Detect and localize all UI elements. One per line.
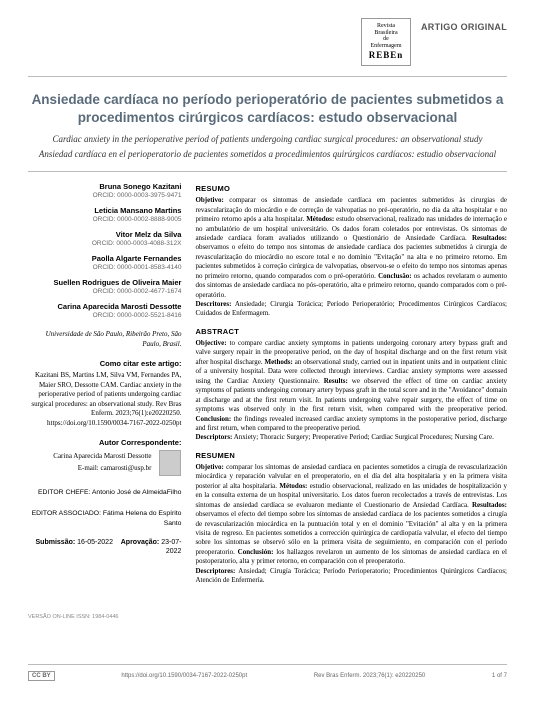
article-type: ARTIGO ORIGINAL xyxy=(421,22,507,32)
desc: Ansiedade; Cirurgia Torácica; Período Pe… xyxy=(195,300,507,317)
dates: Submissão: 16-05-2022 Aprovação: 23-07-2… xyxy=(28,538,181,557)
label: Conclusion: xyxy=(195,415,231,423)
abstract-head-es: RESUMEN xyxy=(195,451,507,461)
journal-line: Revista xyxy=(368,23,404,30)
label: Resultados: xyxy=(472,234,507,242)
columns: Bruna Sonego Kazitani ORCID: 0000-0003-3… xyxy=(28,182,507,594)
label: Objetivo: xyxy=(195,196,223,204)
footer-doi: https://doi.org/10.1590/0034-7167-2022-0… xyxy=(121,673,247,679)
author-orcid: ORCID: 0000-0003-3975-9471 xyxy=(28,192,181,201)
corresp-label: Autor Correspondente: xyxy=(28,438,181,448)
label: Results: xyxy=(324,377,348,385)
corresp-text: Carina Aparecida Marosti Dessotte E-mail… xyxy=(53,450,151,473)
cc-badge: CC BY xyxy=(28,671,55,681)
editor-chief-label: EDITOR CHEFE: xyxy=(38,489,90,496)
label: Métodos: xyxy=(279,482,307,490)
journal-line: de Enfermagem xyxy=(368,36,404,49)
journal-badge: Revista Brasileira de Enfermagem REBEn xyxy=(361,18,411,66)
author-name: Carina Aparecida Marosti Dessotte xyxy=(28,302,181,312)
title-en: Cardiac anxiety in the perioperative per… xyxy=(28,134,507,146)
label: Objetivo: xyxy=(195,463,223,471)
label: Conclusão: xyxy=(378,272,411,280)
author-name: Paolla Algarte Fernandes xyxy=(28,254,181,264)
author-name: Leticia Mansano Martins xyxy=(28,206,181,216)
journal-line: Brasileira xyxy=(368,30,404,37)
editor-chief: Antonio José de AlmeidaFilho xyxy=(92,489,182,496)
editor-assoc-line: EDITOR ASSOCIADO: Fátima Helena do Espír… xyxy=(28,509,181,527)
label: Objective: xyxy=(195,339,226,347)
affiliation: Universidade de São Paulo, Ribeirão Pret… xyxy=(28,330,181,349)
abstract-head-en: ABSTRACT xyxy=(195,327,507,337)
desc-label: Descritores: xyxy=(195,300,231,308)
label: Methods: xyxy=(264,358,292,366)
divider xyxy=(28,171,507,172)
abstract-body-es: Objetivo: comparar los síntomas de ansie… xyxy=(195,463,507,586)
header: Revista Brasileira de Enfermagem REBEn A… xyxy=(28,18,507,66)
submission-date: 16-05-2022 xyxy=(77,539,113,546)
abstract-body-pt: Objetivo: comparar os sintomas de ansied… xyxy=(195,196,507,319)
desc-label: Descriptores: xyxy=(195,567,235,575)
label: Conclusión: xyxy=(238,548,274,556)
title-pt: Ansiedade cardíaca no período perioperat… xyxy=(28,91,507,127)
author-orcid: ORCID: 0000-0001-8583-4140 xyxy=(28,264,181,273)
label: Métodos: xyxy=(306,215,334,223)
divider xyxy=(28,76,507,77)
footer: CC BY https://doi.org/10.1590/0034-7167-… xyxy=(28,664,507,681)
editor-assoc: Fátima Helena do Espírito Santo xyxy=(103,510,182,526)
corresp-name: Carina Aparecida Marosti Dessotte xyxy=(53,452,151,461)
submission-label: Submissão: xyxy=(36,539,76,546)
text: the findings revealed increased cardiac … xyxy=(195,415,507,432)
page: Revista Brasileira de Enfermagem REBEn A… xyxy=(0,0,535,727)
desc-label: Descriptors: xyxy=(195,433,232,441)
desc: Anxiety; Thoracic Surgery; Preoperative … xyxy=(232,433,493,441)
author-name: Suellen Rodrigues de Oliveira Maier xyxy=(28,278,181,288)
avatar-icon xyxy=(159,450,181,476)
editor-chief-line: EDITOR CHEFE: Antonio José de AlmeidaFil… xyxy=(28,488,181,497)
author-orcid: ORCID: 0000-0002-5521-8416 xyxy=(28,312,181,321)
title-es: Ansiedad cardíaca en el perioperatorio d… xyxy=(28,149,507,161)
author-orcid: ORCID: 0000-0002-4677-1674 xyxy=(28,288,181,297)
author-orcid: ORCID: 0000-0003-4088-312X xyxy=(28,240,181,249)
author-orcid: ORCID: 0000-0002-8888-9005 xyxy=(28,216,181,225)
footer-page: 1 of 7 xyxy=(492,673,507,679)
abstract-body-en: Objective: to compare cardiac anxiety sy… xyxy=(195,339,507,443)
corresp-row: Carina Aparecida Marosti Dessotte E-mail… xyxy=(28,450,181,476)
author-name: Vitor Melz da Silva xyxy=(28,230,181,240)
cite-label: Como citar este artigo: xyxy=(28,359,181,369)
author-name: Bruna Sonego Kazitani xyxy=(28,182,181,192)
issn-line: VERSÃO ON-LINE ISSN: 1984-0446 xyxy=(28,614,507,620)
corresp-email: E-mail: camarosti@usp.br xyxy=(53,464,151,473)
footer-ref: Rev Bras Enferm. 2023;76(1): e20220250 xyxy=(314,673,425,679)
abstract-head-pt: RESUMO xyxy=(195,184,507,194)
right-column: RESUMO Objetivo: comparar os sintomas de… xyxy=(195,182,507,594)
approval-date: 23-07-2022 xyxy=(161,539,181,555)
cite-text: Kazitani BS, Martins LM, Silva VM, Ferna… xyxy=(28,371,181,428)
left-column: Bruna Sonego Kazitani ORCID: 0000-0003-3… xyxy=(28,182,181,594)
journal-short: REBEn xyxy=(368,51,404,61)
desc: Ansiedad; Cirugía Torácica; Período Peri… xyxy=(195,567,507,584)
label: Resultados: xyxy=(472,501,507,509)
title-block: Ansiedade cardíaca no período perioperat… xyxy=(28,91,507,161)
approval-label: Aprovação: xyxy=(121,539,160,546)
editor-assoc-label: EDITOR ASSOCIADO: xyxy=(32,510,101,517)
